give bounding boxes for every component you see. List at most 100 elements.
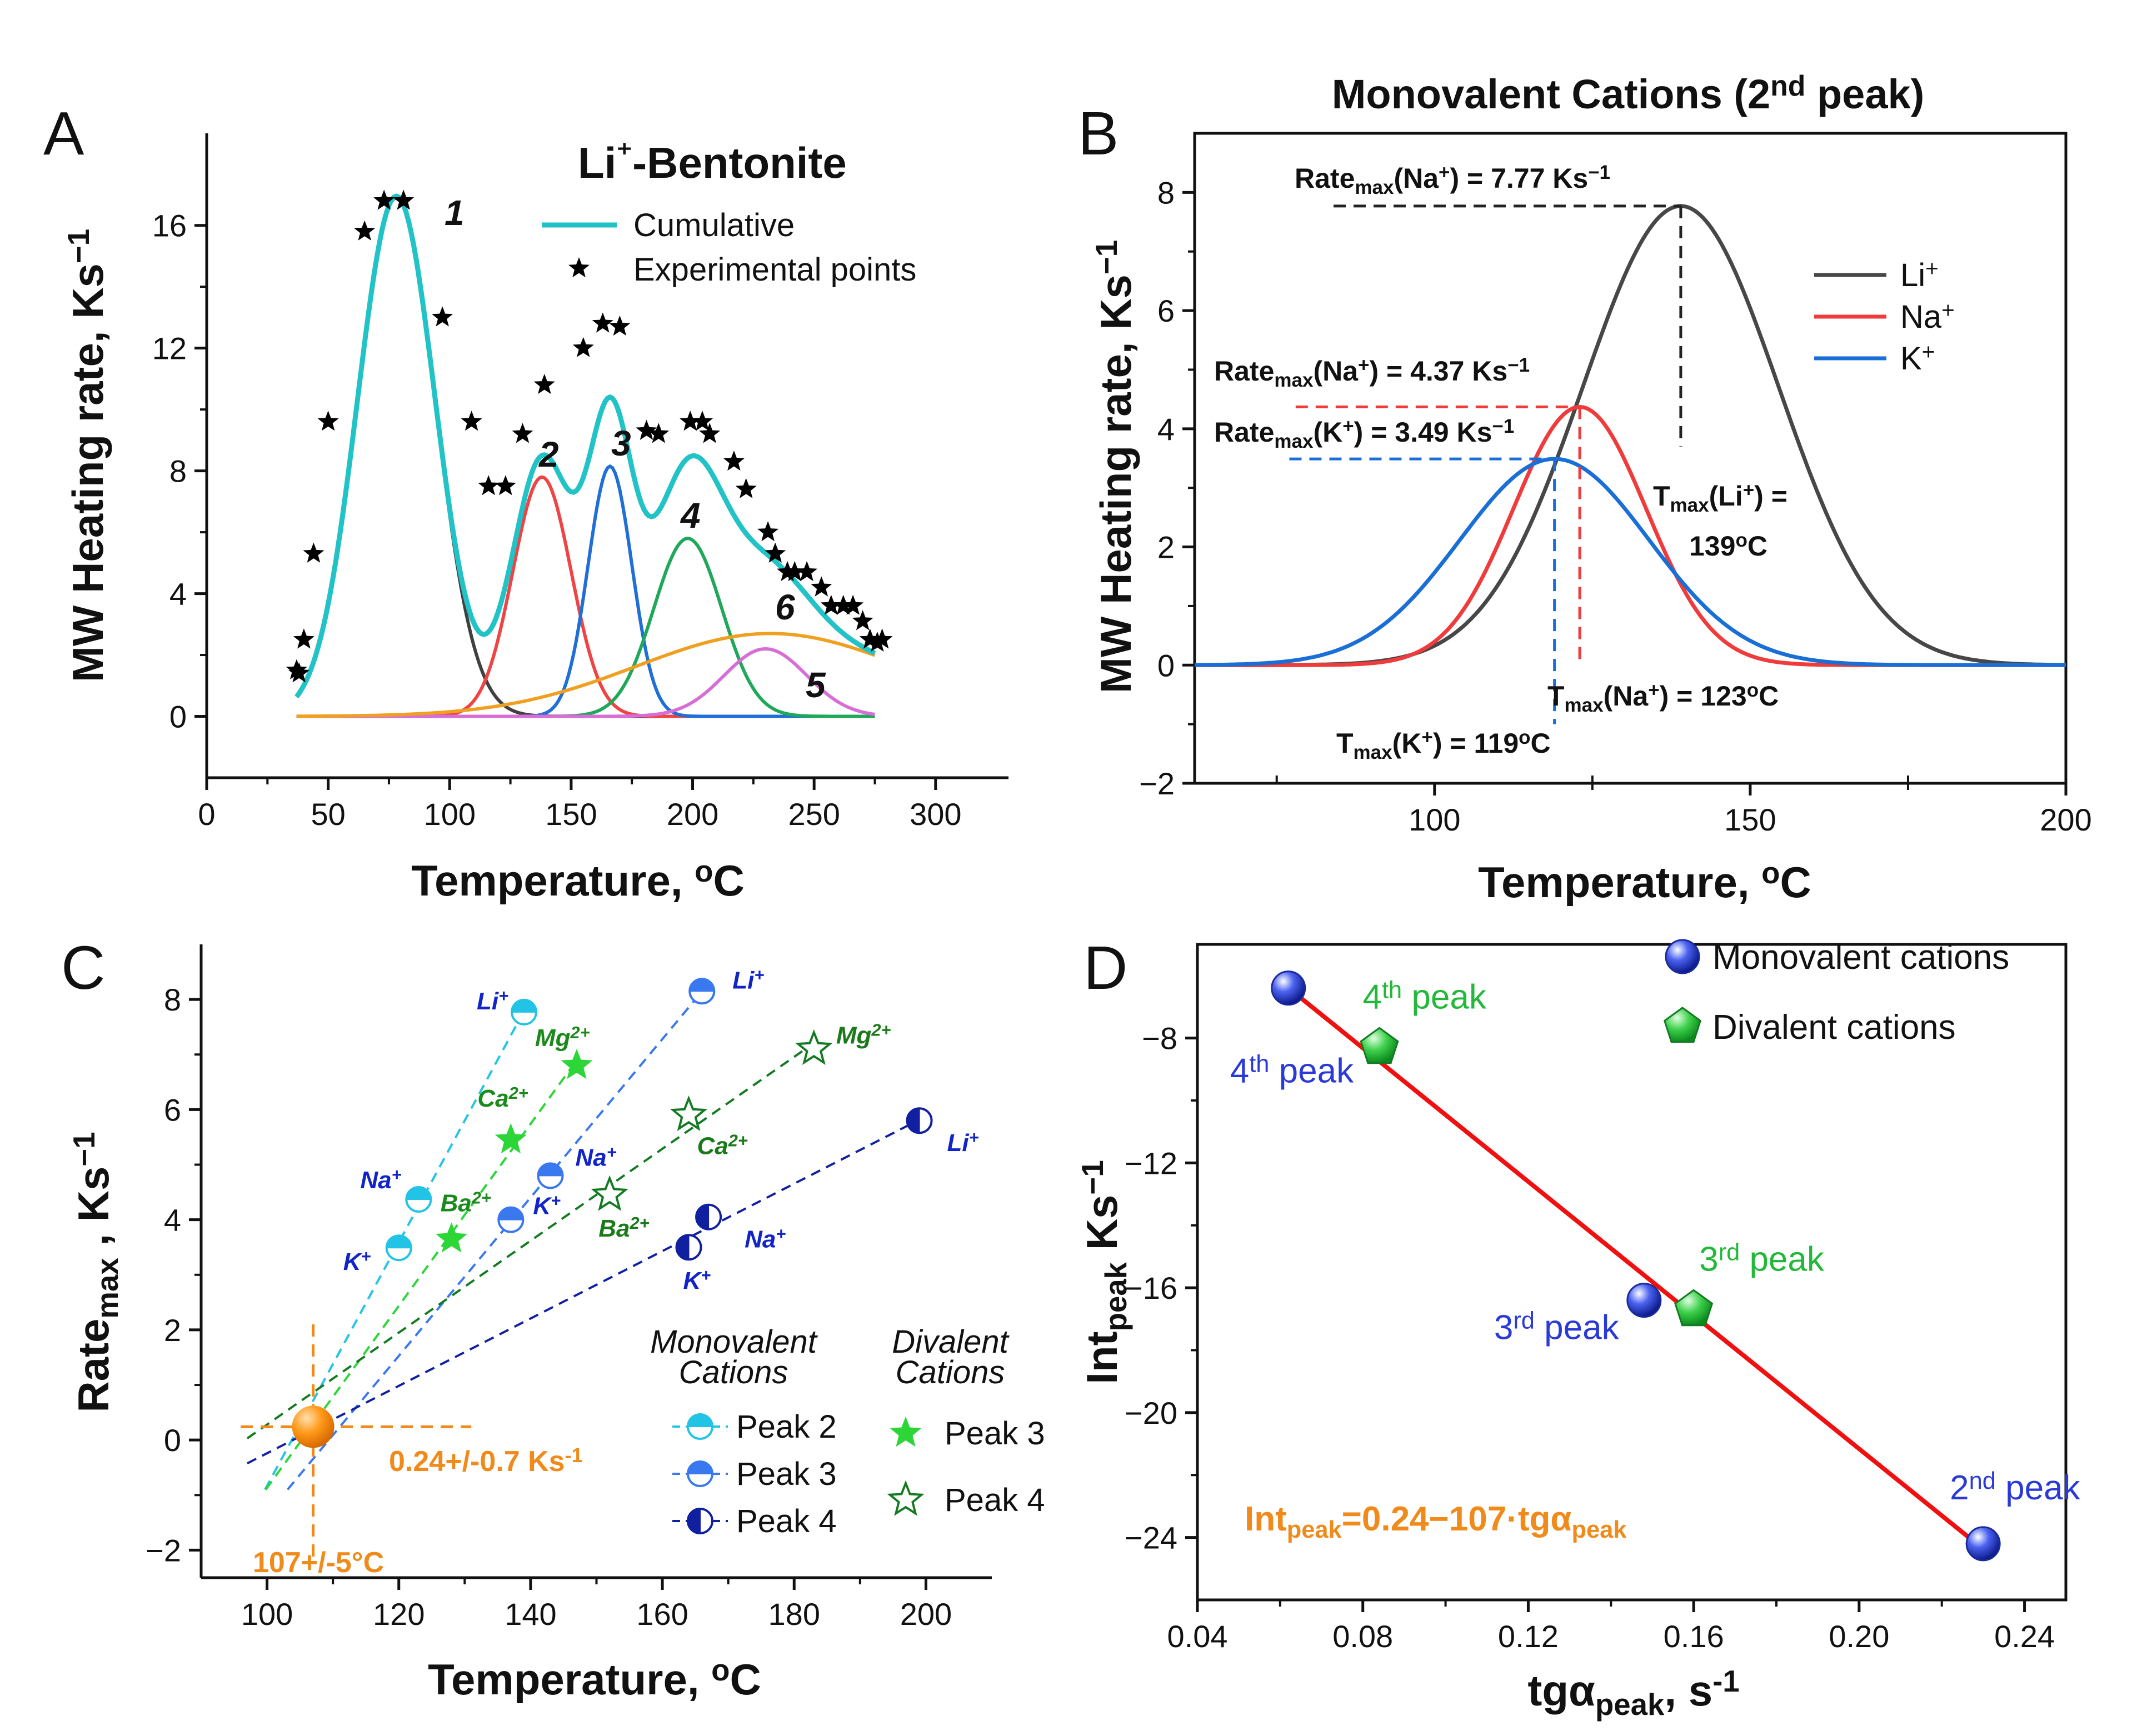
c-point-marker-fill: [386, 1235, 412, 1249]
c-point-label-part: Na: [360, 1167, 391, 1194]
c-point-label-part: +: [776, 1224, 786, 1244]
c-point-label: Li+: [732, 965, 764, 994]
c-legend-mono-marker-fill: [687, 1461, 713, 1474]
a-peak-label-1: 1: [445, 193, 465, 233]
b-annotation-tmax-k-part: +: [1421, 727, 1432, 748]
a-experimental-point: [859, 628, 881, 649]
c-y-axis-title-part: max: [91, 1258, 124, 1318]
c-point-marker: [591, 1175, 628, 1211]
d-point-label-part: 3: [1494, 1309, 1513, 1347]
a-x-tick-label: 150: [545, 797, 597, 832]
c-x-tick-label: 120: [373, 1597, 425, 1632]
c-point-label-part: +: [551, 1191, 561, 1210]
b-annotation-tmax-na-part: C: [1759, 681, 1779, 712]
d-x-axis-title-part: peak: [1595, 1688, 1665, 1722]
b-annotation-tmax-li-value-part: 139: [1689, 531, 1735, 562]
a-y-tick-label: 12: [152, 331, 187, 366]
a-experimental-point: [533, 374, 555, 394]
c-x-tick-label: 160: [636, 1597, 688, 1632]
d-point-label: 3rd peak: [1494, 1307, 1620, 1347]
d-point-label-part: 3: [1699, 1240, 1718, 1278]
d-point-label-part: 4: [1230, 1052, 1249, 1090]
b-x-tick-label: 100: [1409, 802, 1460, 837]
d-point-label-part: nd: [1969, 1468, 1996, 1494]
d-fit-equation-part: peak: [1571, 1517, 1627, 1543]
c-point-label-part: K: [683, 1267, 703, 1294]
b-x-axis-title-part: Temperature,: [1478, 858, 1761, 907]
d-fit-equation-part: =0.24−107·tgα: [1342, 1500, 1572, 1538]
c-point-label: Ba2+: [598, 1213, 649, 1242]
c-y-tick-label: 0: [164, 1423, 181, 1458]
b-annotation-rate-li-part: (Na: [1394, 163, 1439, 194]
c-intersection-x-label: 107+/-5°C: [253, 1547, 384, 1579]
b-x-tick-label: 150: [1724, 802, 1776, 837]
panel-letter-d: D: [1084, 934, 1127, 1002]
c-point-label-part: 2+: [570, 1023, 590, 1042]
a-y-tick-label: 8: [169, 454, 187, 489]
c-point-marker: [495, 1123, 527, 1154]
d-point-label-part: th: [1249, 1050, 1269, 1077]
c-y-axis-title-part: , Ks: [69, 1167, 118, 1258]
c-point-label-part: Ca: [477, 1085, 508, 1112]
b-annotation-rate-na: Ratemax(Na+) = 4.37 Ks−1: [1214, 354, 1530, 391]
b-annotation-tmax-li: Tmax(Li+) =: [1653, 479, 1788, 516]
d-point-label-part: rd: [1513, 1307, 1535, 1334]
d-y-axis-title: Intpeak Ks−1: [1076, 1160, 1132, 1384]
a-experimental-point: [648, 423, 670, 443]
c-legend-mono-label: Peak 2: [736, 1409, 837, 1445]
b-legend-label-part: Na: [1900, 299, 1942, 335]
d-point-marker: [1626, 1283, 1662, 1318]
b-annotation-tmax-li-part: (Li: [1709, 481, 1743, 512]
a-peak-label-6: 6: [775, 587, 795, 627]
b-annotation-rate-na-part: (Na: [1313, 356, 1359, 387]
a-y-tick-label: 16: [152, 208, 187, 243]
a-experimental-point: [317, 411, 339, 431]
b-annotation-tmax-na-part: (Na: [1604, 681, 1649, 712]
c-point-label: Ba2+: [441, 1188, 491, 1217]
c-x-tick-label: 140: [505, 1597, 556, 1632]
b-x-axis-title-part: C: [1780, 858, 1811, 907]
c-point-label-part: 2+: [728, 1130, 748, 1150]
b-annotation-tmax-na-part: ) = 123: [1660, 681, 1747, 712]
b-annotation-rate-li-part: −1: [1588, 162, 1610, 183]
b-y-axis-title-part: −1: [1090, 240, 1124, 274]
d-y-tick-label: −8: [1142, 1021, 1177, 1056]
c-legend-di-title-2: Cations: [896, 1354, 1005, 1390]
a-experimental-point: [832, 594, 854, 615]
b-annotation-rate-k-part: +: [1342, 416, 1354, 437]
d-x-axis-title-part: tgα: [1527, 1666, 1595, 1715]
b-annotation-tmax-li-part: max: [1670, 494, 1710, 516]
d-legend-mono-label: Monovalent cations: [1712, 938, 2009, 977]
b-chart-title-part: peak): [1805, 71, 1924, 117]
a-chart-title-part: Li: [578, 138, 616, 187]
c-legend-di-marker: [887, 1480, 925, 1516]
a-experimental-point: [288, 662, 310, 683]
c-y-tick-label: 2: [164, 1313, 181, 1348]
c-point-marker-fill: [537, 1163, 563, 1177]
b-annotation-tmax-k-part: ) = 119: [1433, 728, 1519, 759]
c-point-label-part: 2+: [508, 1083, 528, 1103]
panel-d-chart: 0.04 0.08 0.12 0.16 0.20 0.24−24−20−16−12−84t…: [1076, 938, 2080, 1722]
panel-letter-b: B: [1078, 99, 1119, 168]
panel-letter-c: C: [61, 934, 105, 1002]
a-experimental-point: [572, 337, 594, 357]
a-x-tick-label: 300: [910, 797, 961, 832]
c-x-axis-title: Temperature, oC: [428, 1653, 761, 1704]
a-experimental-point: [757, 521, 779, 542]
b-annotation-rate-k-part: (K: [1313, 417, 1342, 448]
a-experimental-point: [811, 576, 832, 597]
c-point-marker: [795, 1029, 833, 1065]
a-peak-5-curve: [296, 647, 875, 718]
a-experimental-point: [592, 312, 613, 333]
a-experimental-point: [512, 423, 533, 443]
d-legend-di-marker: [1663, 1007, 1702, 1043]
c-point-label-part: Mg: [836, 1022, 872, 1049]
c-y-tick-label: 6: [164, 1092, 181, 1127]
a-experimental-point: [820, 594, 842, 615]
c-trend-line: [287, 990, 703, 1490]
b-y-tick-label: 8: [1157, 175, 1175, 210]
b-x-axis-title-part: o: [1761, 856, 1780, 890]
b-annotation-rate-k: Ratemax(K+) = 3.49 Ks−1: [1214, 416, 1514, 452]
d-legend-mono-marker: [1665, 939, 1700, 974]
